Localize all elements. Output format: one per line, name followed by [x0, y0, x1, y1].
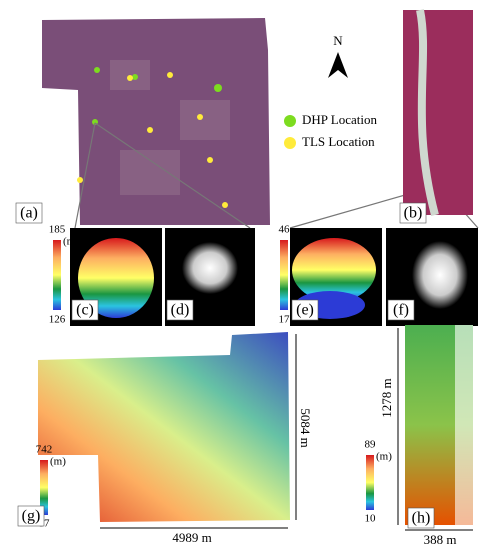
label-box: [17, 505, 45, 527]
dimension-label: 5084 m: [298, 408, 313, 447]
label-box: [166, 299, 194, 321]
legend-marker: [284, 115, 296, 127]
label-box: [399, 202, 427, 224]
map-texture: [110, 60, 230, 195]
dimension-lines: [100, 334, 297, 529]
colorbar-min: 10: [365, 513, 377, 525]
label-box: [291, 299, 319, 321]
dem-g: [38, 332, 290, 522]
north-label: N: [333, 33, 343, 48]
colorbar: [40, 460, 48, 515]
colorbar-unit: (m): [50, 456, 66, 468]
panel-label: (e): [296, 302, 314, 319]
legend-marker: [284, 137, 296, 149]
dimension-lines: [397, 328, 473, 531]
label-box: [71, 299, 99, 321]
road: [455, 325, 473, 525]
dimension-label: 1278 m: [379, 378, 394, 417]
colorbar: [53, 240, 61, 310]
legend-label: TLS Location: [302, 134, 375, 149]
label-box: [407, 507, 435, 529]
colorbar-min: 17: [279, 314, 291, 326]
panel-label: (b): [404, 205, 423, 222]
panel-label: (h): [412, 510, 431, 527]
colorbar-unit: (m): [63, 236, 79, 248]
colorbar-unit: (m): [376, 451, 392, 463]
sky: [182, 242, 238, 294]
map-b: [403, 10, 473, 215]
colorbar: [366, 455, 374, 510]
point-cloud: [78, 238, 154, 318]
colorbar-max: 742: [36, 444, 53, 456]
panel-label: (f): [393, 302, 409, 319]
colorbar-max: 89: [365, 439, 377, 451]
colorbar-max: 185: [49, 224, 66, 236]
point-cloud: [292, 238, 376, 302]
panel-label: (c): [76, 302, 94, 319]
dimension-label: 4989 m: [172, 530, 211, 545]
colorbar-min: 126: [49, 314, 66, 326]
panel-label: (a): [20, 205, 38, 222]
legend-label: DHP Location: [302, 112, 377, 127]
road: [416, 9, 439, 217]
north-arrow: [328, 52, 348, 78]
label-box: [15, 202, 43, 224]
dimension-label: 388 m: [424, 532, 457, 547]
colorbar-max: 46: [279, 224, 291, 236]
label-box: [387, 299, 415, 321]
sky: [412, 241, 468, 309]
panel-label: (g): [22, 508, 41, 525]
panel-label: (d): [171, 302, 190, 319]
points: [77, 67, 228, 208]
colorbar-unit: (m): [290, 236, 306, 248]
colorbar: [280, 240, 288, 310]
